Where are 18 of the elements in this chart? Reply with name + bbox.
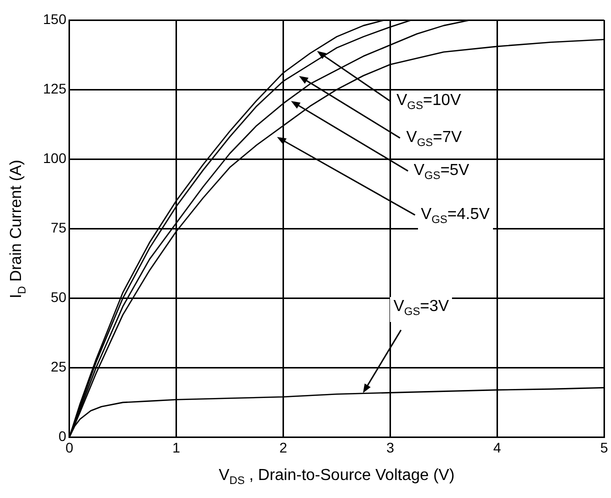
y-tick-label: 25 [50,358,67,375]
x-tick-label: 4 [493,439,502,456]
x-axis-title: V$_{DS}$ , Drain-to-Source Voltage (V) [218,467,455,488]
y-tick-label: 0 [58,428,67,444]
annotation: V$_{GS}$=7V [403,128,465,153]
annotation: V$_{GS}$=4.5V [418,204,493,230]
y-tick-label: 75 [50,219,67,236]
x-tick-label: 5 [600,439,608,456]
y-tick-label: 125 [43,80,67,96]
x-tick-label: 2 [279,439,288,456]
annotation: V$_{GS}$=3V [390,296,452,322]
y-tick-label: 100 [43,150,67,166]
y-tick-label: 150 [43,10,67,27]
x-tick-label: 1 [172,439,180,456]
annotation: V$_{GS}$=10V [393,90,464,116]
x-tick-label: 3 [386,439,394,456]
y-tick-label: 50 [50,288,67,305]
annotation: V$_{GS}$=5V [410,160,472,186]
